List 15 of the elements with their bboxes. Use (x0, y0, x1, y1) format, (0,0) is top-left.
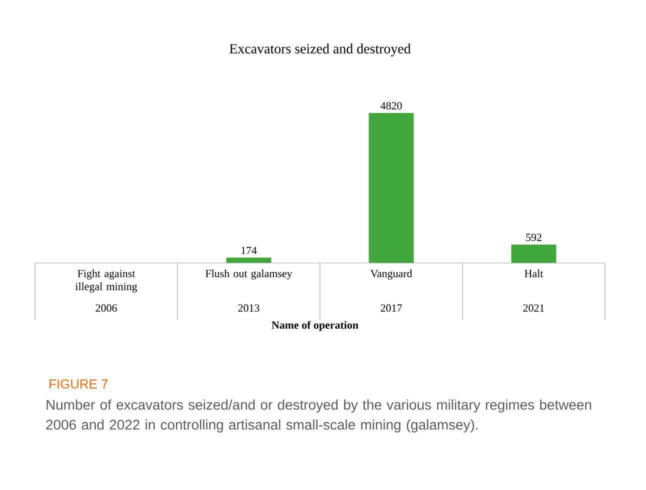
x-axis-title: Name of operation (272, 320, 358, 332)
text: Number of excavators seized/and or destroyed by the various military regimes between 2006 and 2022 in controlling artisanal small-scale mining (galamsey). (46, 400, 592, 432)
x-tick-label: Halt (524, 270, 544, 278)
data-label: 174 (242, 246, 257, 254)
text: 2013 (238, 304, 260, 312)
caption: FIGURE 7 (50, 379, 108, 389)
x-tick-label: Vanguard (370, 270, 412, 280)
data-label: 592 (526, 234, 542, 242)
x-tick-label: Fight against illegal mining (75, 270, 138, 292)
data-label: 4820 (380, 102, 402, 110)
text: 2006 (96, 304, 117, 312)
text: 2017 (380, 304, 402, 312)
x-tick-label: Flush out galamsey (206, 270, 292, 280)
chart-title: Excavators seized and destroyed (230, 44, 411, 56)
text: 2021 (523, 304, 544, 312)
